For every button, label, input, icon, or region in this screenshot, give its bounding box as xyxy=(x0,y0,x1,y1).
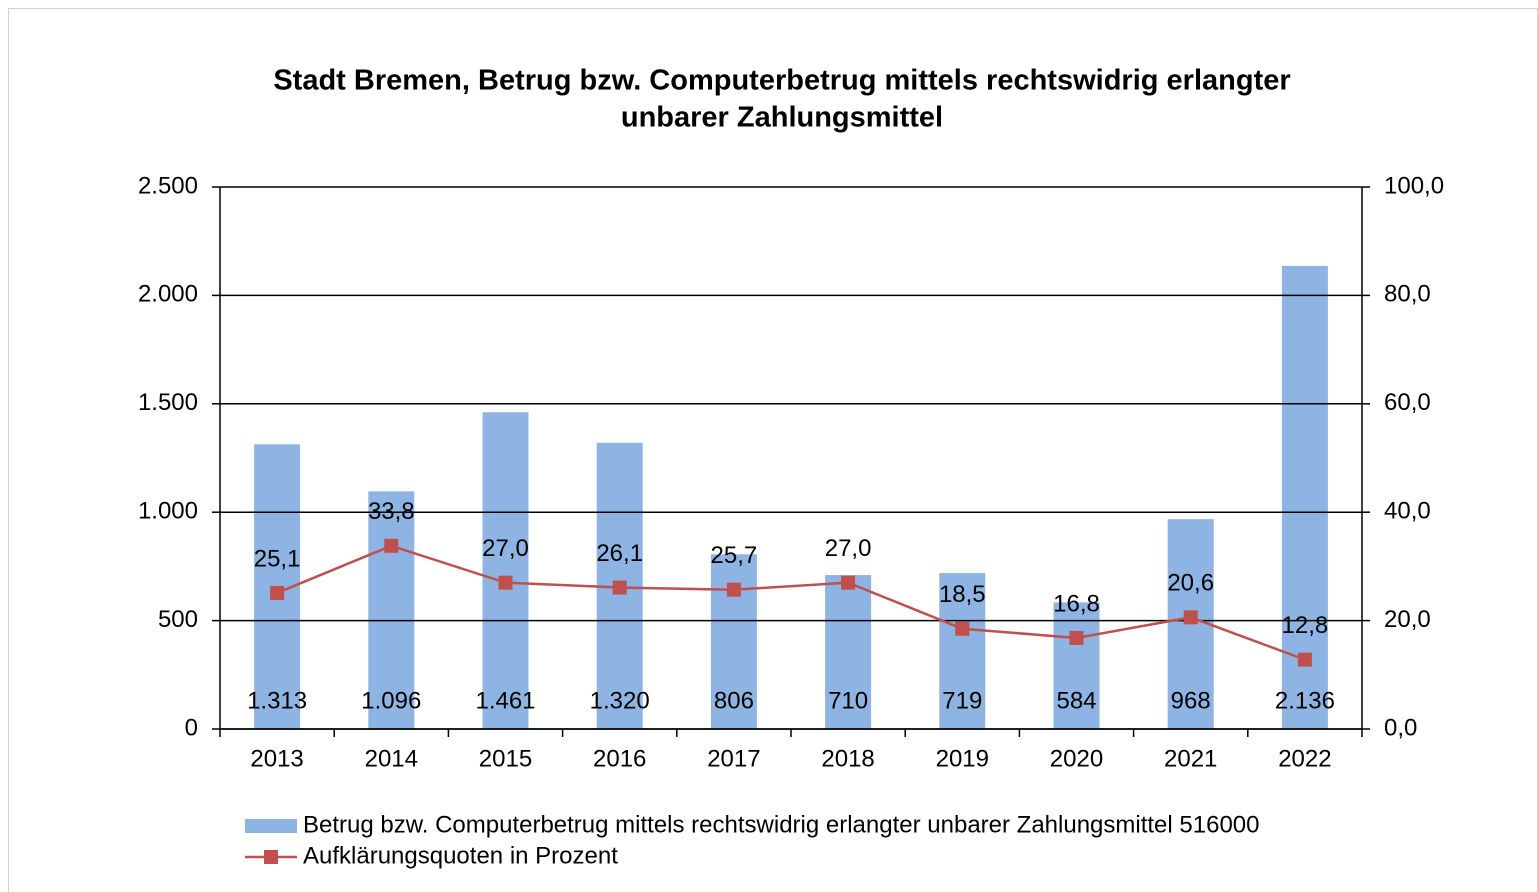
x-tick-label: 2016 xyxy=(593,745,646,772)
y-tick-label: 0 xyxy=(185,714,198,741)
y-tick-label: 1.000 xyxy=(138,498,198,525)
line-value-label: 33,8 xyxy=(368,498,415,525)
line-value-label: 18,5 xyxy=(939,581,986,608)
bar xyxy=(482,412,529,729)
line-marker xyxy=(384,538,399,553)
y2-tick-label: 0,0 xyxy=(1384,714,1417,741)
line-marker xyxy=(1183,610,1198,625)
bar xyxy=(939,573,986,729)
y-tick-label: 1.500 xyxy=(138,389,198,416)
bar-value-label: 710 xyxy=(828,687,868,714)
x-tick-label: 2017 xyxy=(707,745,760,772)
bar xyxy=(1053,602,1100,729)
bar-value-label: 2.136 xyxy=(1275,687,1335,714)
y-tick-label: 2.000 xyxy=(138,281,198,308)
x-tick-label: 2019 xyxy=(936,745,989,772)
bar-value-label: 1.320 xyxy=(590,687,650,714)
line-marker xyxy=(1297,652,1312,667)
line-value-label: 26,1 xyxy=(596,540,643,567)
line-marker xyxy=(955,621,970,636)
bar-value-label: 719 xyxy=(942,687,982,714)
chart-title: unbarer Zahlungsmittel xyxy=(621,102,943,134)
y-tick-label: 500 xyxy=(158,606,198,633)
y2-tick-label: 80,0 xyxy=(1384,281,1431,308)
x-tick-label: 2022 xyxy=(1278,745,1331,772)
line-marker xyxy=(726,582,741,597)
y-tick-label: 2.500 xyxy=(138,172,198,199)
bar-value-label: 584 xyxy=(1056,687,1096,714)
bar xyxy=(825,575,872,729)
bar-value-label: 968 xyxy=(1171,687,1211,714)
x-tick-label: 2015 xyxy=(479,745,532,772)
line-marker xyxy=(498,575,513,590)
x-tick-label: 2013 xyxy=(250,745,303,772)
bar xyxy=(368,491,415,729)
x-tick-label: 2014 xyxy=(365,745,418,772)
bar-value-label: 1.096 xyxy=(361,687,421,714)
line-value-label: 27,0 xyxy=(825,535,872,562)
line-value-label: 25,7 xyxy=(711,542,758,569)
legend-swatch xyxy=(245,819,297,833)
line-value-label: 25,1 xyxy=(254,545,301,572)
line-value-label: 27,0 xyxy=(482,535,529,562)
line-value-label: 20,6 xyxy=(1167,570,1214,597)
y2-tick-label: 60,0 xyxy=(1384,389,1431,416)
line-value-label: 12,8 xyxy=(1282,612,1329,639)
line-marker xyxy=(1069,630,1084,645)
line-marker xyxy=(612,580,627,595)
line-marker xyxy=(841,575,856,590)
bar xyxy=(1281,265,1328,729)
legend-label: Betrug bzw. Computerbetrug mittels recht… xyxy=(303,811,1259,838)
bar-value-label: 806 xyxy=(714,687,754,714)
chart-title: Stadt Bremen, Betrug bzw. Computerbetrug… xyxy=(273,65,1290,97)
legend-marker xyxy=(264,850,278,864)
bar-value-label: 1.313 xyxy=(247,687,307,714)
y2-tick-label: 40,0 xyxy=(1384,498,1431,525)
line-series xyxy=(276,544,1306,661)
x-tick-label: 2021 xyxy=(1164,745,1217,772)
line-value-label: 16,8 xyxy=(1053,590,1100,617)
y2-tick-label: 100,0 xyxy=(1384,172,1444,199)
line-marker xyxy=(270,585,285,600)
x-tick-label: 2018 xyxy=(821,745,874,772)
bar-value-label: 1.461 xyxy=(475,687,535,714)
y2-tick-label: 20,0 xyxy=(1384,606,1431,633)
x-tick-label: 2020 xyxy=(1050,745,1103,772)
legend-label: Aufklärungsquoten in Prozent xyxy=(303,842,618,869)
